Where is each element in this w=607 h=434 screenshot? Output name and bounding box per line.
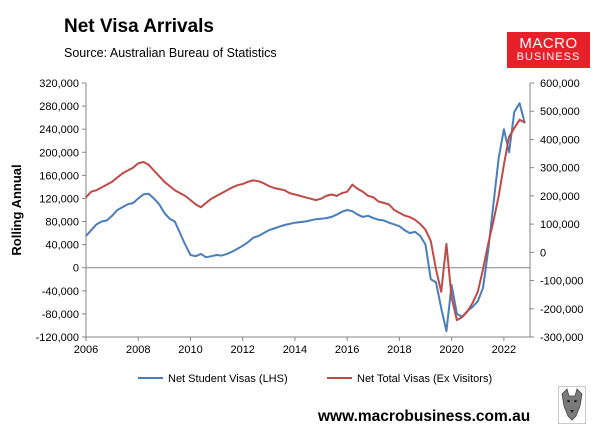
right-tick-label: -200,000 bbox=[540, 304, 583, 316]
x-tick-label: 2010 bbox=[178, 344, 202, 356]
y-axis-title: Rolling Annual bbox=[9, 164, 24, 255]
chart-frame bbox=[85, 83, 531, 338]
x-tick-label: 2006 bbox=[74, 344, 98, 356]
right-tick-label: 200,000 bbox=[540, 191, 580, 203]
left-tick-label: 320,000 bbox=[39, 78, 79, 90]
right-tick-label: 400,000 bbox=[540, 134, 580, 146]
left-tick-label: -120,000 bbox=[36, 332, 79, 344]
right-tick-label: 300,000 bbox=[540, 163, 580, 175]
right-tick-label: -300,000 bbox=[540, 332, 583, 344]
legend: Net Student Visas (LHS) Net Total Visas (… bbox=[138, 373, 492, 385]
series-layer bbox=[85, 102, 526, 333]
left-tick-label: 80,000 bbox=[45, 217, 79, 229]
left-tick-label: 40,000 bbox=[45, 240, 79, 252]
logo-line-1: MACRO bbox=[519, 35, 578, 52]
legend-label: Net Student Visas (LHS) bbox=[168, 373, 288, 385]
left-tick-label: 240,000 bbox=[39, 124, 79, 136]
left-tick-label: -80,000 bbox=[42, 309, 79, 321]
x-tick-label: 2012 bbox=[230, 344, 254, 356]
macrobusiness-logo: MACRO BUSINESS bbox=[507, 32, 590, 68]
left-axis: -120,000 -80,000 -40,000 0 40,000 80,000 120,0… bbox=[36, 78, 86, 344]
right-tick-label: 0 bbox=[540, 247, 546, 259]
line-chart: -120,000 -80,000 -40,000 0 40,000 80,000 120,0… bbox=[9, 78, 583, 385]
left-tick-label: 200,000 bbox=[39, 147, 79, 159]
x-tick-label: 2014 bbox=[283, 344, 307, 356]
left-tick-label: 120,000 bbox=[39, 193, 79, 205]
x-tick-label: 2018 bbox=[387, 344, 411, 356]
x-tick-label: 2020 bbox=[439, 344, 463, 356]
right-axis: -300,000 -200,000 -100,000 0 100,000 200,000 3… bbox=[530, 78, 583, 344]
chart-source: Source: Australian Bureau of Statistics bbox=[64, 46, 277, 60]
logo-line-2: BUSINESS bbox=[516, 51, 581, 63]
right-tick-label: 500,000 bbox=[540, 106, 580, 118]
right-tick-label: 600,000 bbox=[540, 78, 580, 90]
right-tick-label: 100,000 bbox=[540, 219, 580, 231]
series-line-student-visas bbox=[85, 102, 526, 333]
x-axis: 2006 2008 2010 2012 2014 2016 2018 2020 2022 bbox=[74, 337, 516, 356]
legend-label: Net Total Visas (Ex Visitors) bbox=[357, 373, 492, 385]
chart-title: Net Visa Arrivals bbox=[64, 16, 214, 37]
left-tick-label: -40,000 bbox=[42, 286, 79, 298]
right-tick-label: -100,000 bbox=[540, 276, 583, 288]
x-tick-label: 2008 bbox=[126, 344, 150, 356]
series-line-total-visas bbox=[85, 118, 526, 322]
left-tick-label: 0 bbox=[73, 263, 79, 275]
site-url: www.macrobusiness.com.au bbox=[318, 408, 531, 425]
left-tick-label: 160,000 bbox=[39, 170, 79, 182]
x-tick-label: 2016 bbox=[335, 344, 359, 356]
wolf-logo-icon bbox=[558, 386, 586, 424]
x-tick-label: 2022 bbox=[492, 344, 516, 356]
left-tick-label: 280,000 bbox=[39, 101, 79, 113]
